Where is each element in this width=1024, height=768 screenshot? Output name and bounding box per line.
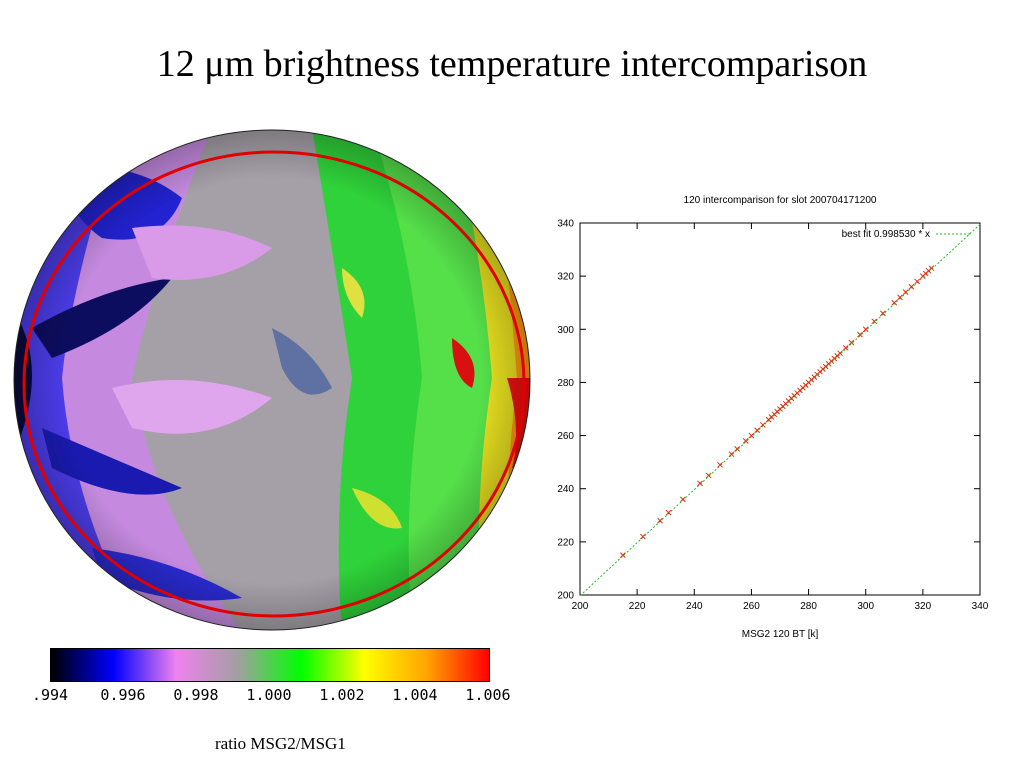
data-point-stroke	[908, 283, 915, 290]
x-tick-label: 300	[857, 601, 874, 612]
fit-line	[579, 223, 981, 597]
comparison-region-outline	[22, 150, 526, 618]
y-tick-label: 340	[557, 219, 574, 230]
data-point-stroke	[742, 438, 749, 444]
data-point-stroke	[620, 552, 626, 558]
data-point	[657, 517, 663, 524]
data-point	[734, 446, 740, 452]
x-tick-label: 220	[629, 601, 646, 612]
colorbar-tick-label: 1.006	[465, 686, 511, 704]
scatter-plot: 120 intercomparison for slot 20070417120…	[540, 185, 1000, 645]
data-point	[928, 265, 935, 272]
data-point	[665, 509, 672, 516]
colorbar-tick-label: 1.002	[319, 686, 365, 704]
data-point	[871, 318, 878, 325]
legend-label: best fit 0.998530 * x	[842, 229, 930, 240]
data-point-stroke	[754, 427, 760, 434]
data-point-stroke	[760, 422, 766, 428]
data-point	[705, 472, 712, 479]
data-point-stroke	[880, 310, 886, 317]
data-point	[620, 552, 626, 558]
data-point-stroke	[897, 294, 903, 301]
data-point	[697, 480, 703, 487]
y-tick-label: 220	[557, 537, 574, 548]
data-point-stroke	[665, 509, 672, 516]
colorbar-tick-label: 1.004	[392, 686, 438, 704]
data-point-stroke	[657, 517, 663, 524]
x-tick-label: 280	[800, 601, 817, 612]
data-point	[728, 451, 735, 458]
data-point-stroke	[680, 496, 686, 503]
data-point-stroke	[837, 350, 843, 357]
chart-title: 120 intercomparison for slot 20070417120…	[684, 195, 877, 206]
data-point	[914, 278, 920, 285]
colorbar	[50, 648, 490, 682]
data-point-stroke	[857, 331, 863, 338]
x-axis-label: MSG2 120 BT [k]	[742, 629, 819, 640]
colorbar-tick-label: 1.000	[246, 686, 292, 704]
x-tick-label: 340	[972, 601, 989, 612]
y-tick-label: 240	[557, 484, 574, 495]
data-point	[760, 422, 766, 428]
data-point	[862, 326, 869, 333]
data-point	[680, 496, 686, 503]
data-point	[891, 299, 898, 306]
data-point-stroke	[848, 339, 855, 346]
data-point-stroke	[734, 446, 740, 452]
colorbar-tick-label: 0.998	[173, 686, 219, 704]
data-point-stroke	[871, 318, 878, 325]
data-point-stroke	[697, 480, 703, 487]
colorbar-tick-label: 0.996	[100, 686, 146, 704]
y-tick-label: 200	[557, 591, 574, 602]
data-point	[640, 533, 646, 540]
data-point-stroke	[862, 326, 869, 333]
data-point-stroke	[842, 345, 849, 351]
y-tick-label: 300	[557, 325, 574, 336]
data-point	[717, 461, 723, 468]
data-point-stroke	[928, 265, 935, 272]
data-point	[848, 339, 855, 346]
x-tick-label: 200	[572, 601, 589, 612]
colorbar-ticks: .994 0.996 0.998 1.000 1.002 1.004 1.006	[0, 686, 520, 706]
data-point	[837, 350, 843, 357]
data-point-stroke	[891, 299, 898, 306]
data-point-stroke	[728, 451, 735, 458]
data-point-stroke	[902, 289, 909, 295]
data-point	[857, 331, 863, 338]
y-tick-label: 320	[557, 272, 574, 283]
y-tick-label: 260	[557, 431, 574, 442]
data-point-stroke	[748, 432, 755, 439]
slide-title: 12 μm brightness temperature intercompar…	[156, 43, 868, 85]
data-point-stroke	[914, 278, 920, 285]
data-point	[754, 427, 760, 434]
data-point	[880, 310, 886, 317]
x-tick-label: 240	[686, 601, 703, 612]
colorbar-tick-label: .994	[31, 686, 69, 704]
colorbar-caption: ratio MSG2/MSG1	[215, 734, 346, 753]
earth-disk-image	[12, 128, 532, 633]
data-point	[908, 283, 915, 290]
data-point-stroke	[705, 472, 712, 479]
data-point	[742, 438, 749, 444]
data-point-stroke	[717, 461, 723, 468]
data-point	[842, 345, 849, 351]
data-point	[897, 294, 903, 301]
data-point-stroke	[640, 533, 646, 540]
data-point	[902, 289, 909, 295]
y-tick-label: 280	[557, 378, 574, 389]
data-point	[748, 432, 755, 439]
x-tick-label: 260	[743, 601, 760, 612]
x-tick-label: 320	[915, 601, 932, 612]
